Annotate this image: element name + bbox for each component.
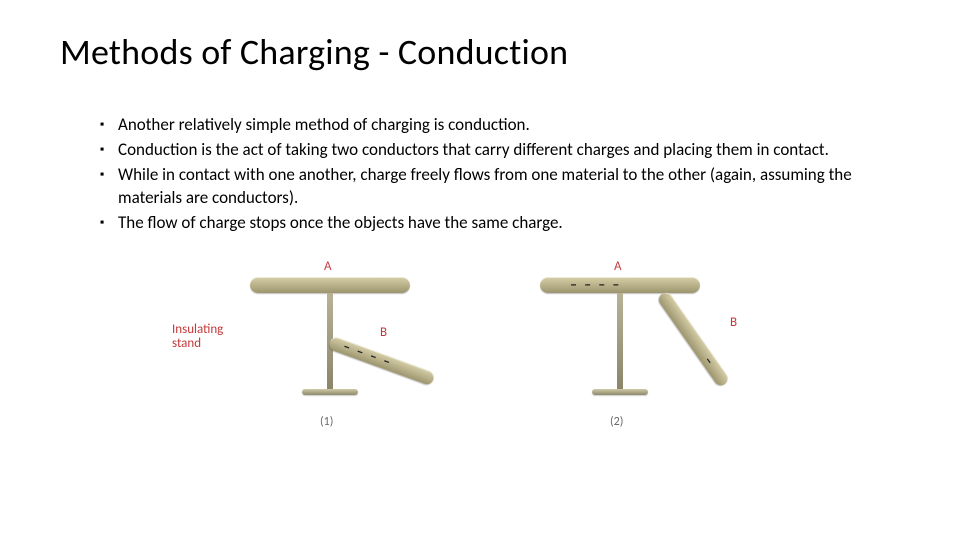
panel-caption: (2) — [610, 415, 623, 429]
bullet-item: While in contact with one another, charg… — [100, 164, 900, 210]
charges-on-b: – — [700, 352, 719, 369]
figure-panel-1: A Insulatingstand – – – – B (1) — [220, 265, 440, 435]
label-a: A — [324, 259, 332, 274]
charges-on-b: – – – – — [341, 337, 395, 371]
bullet-item: The flow of charge stops once the object… — [100, 212, 900, 235]
insulating-post — [617, 293, 623, 391]
conductor-a: – – – – — [540, 277, 700, 293]
label-b: B — [730, 315, 737, 330]
bullet-list: Another relatively simple method of char… — [60, 114, 900, 235]
label-insulating-stand: Insulatingstand — [172, 323, 223, 352]
insulating-base — [592, 389, 648, 395]
conductor-a — [250, 277, 410, 293]
conductor-b: – — [656, 290, 731, 388]
label-b: B — [380, 325, 387, 340]
conductor-b: – – – – — [328, 335, 436, 386]
figure-panel-2: A – – – – – B (2) — [520, 265, 740, 435]
charges-on-a: – – – – — [570, 276, 621, 293]
label-a: A — [614, 259, 622, 274]
page-title: Methods of Charging - Conduction — [60, 30, 900, 74]
bullet-item: Another relatively simple method of char… — [100, 114, 900, 137]
panel-caption: (1) — [320, 415, 333, 429]
bullet-item: Conduction is the act of taking two cond… — [100, 139, 900, 162]
figure-row: A Insulatingstand – – – – B (1) A – – – … — [60, 265, 900, 435]
insulating-base — [302, 389, 358, 395]
slide: Methods of Charging - Conduction Another… — [0, 0, 960, 540]
